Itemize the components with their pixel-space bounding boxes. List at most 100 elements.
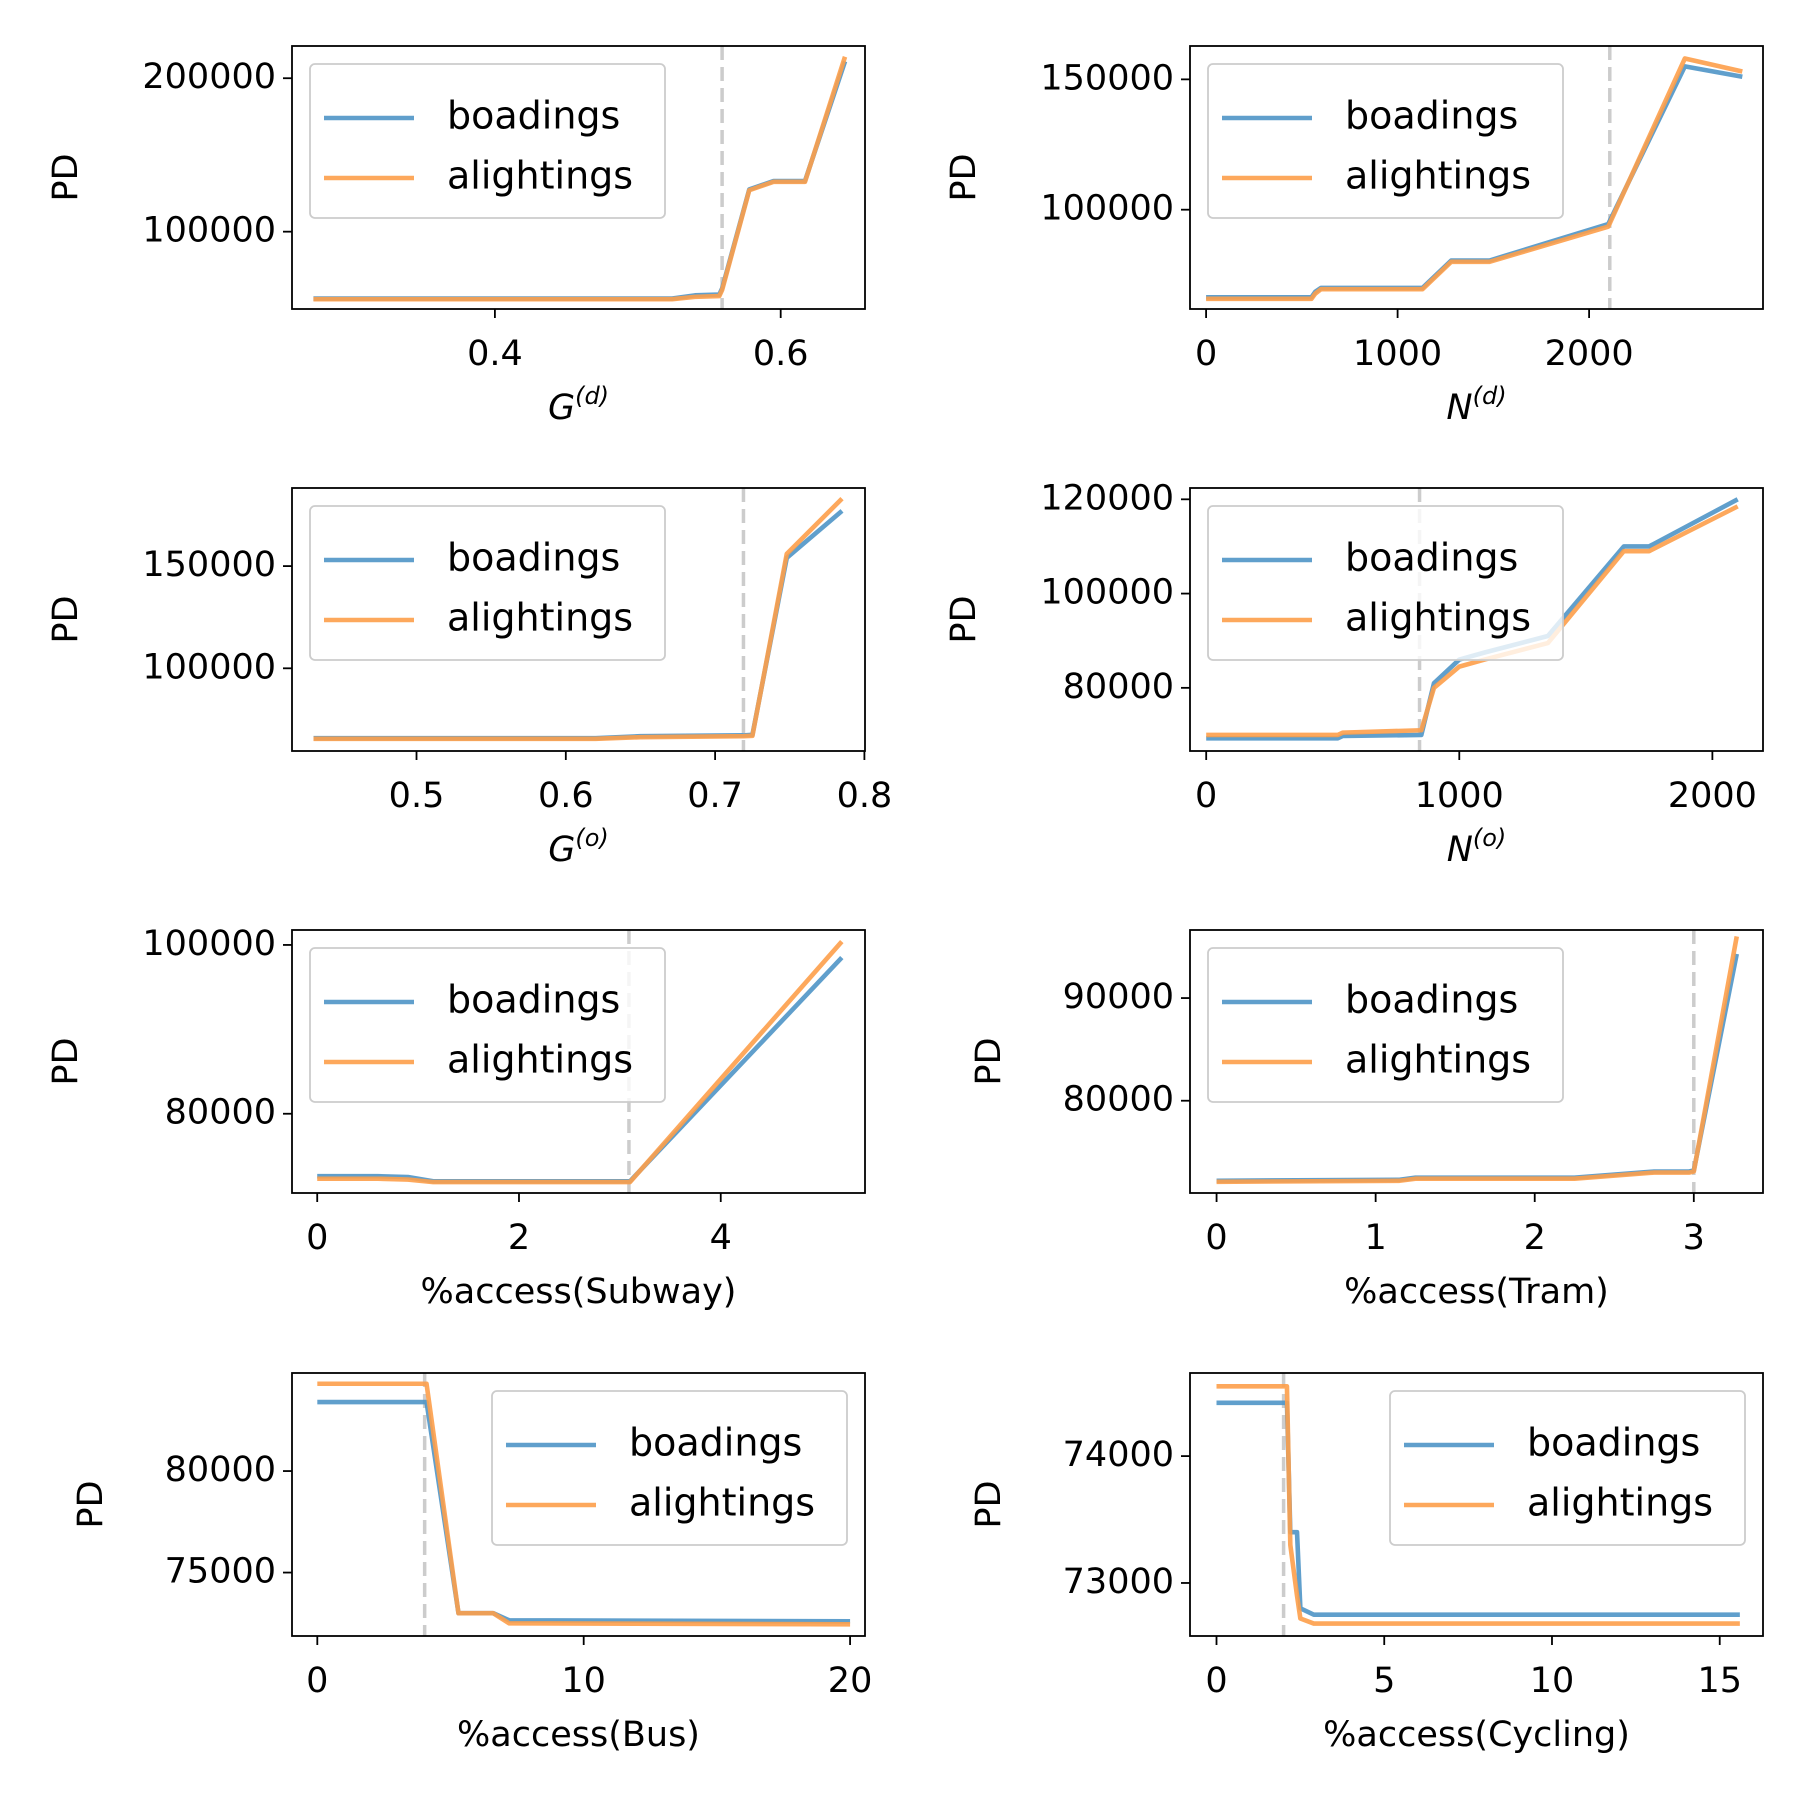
x-tick-label: 15	[1697, 1661, 1742, 1701]
x-axis-label: %access(Cycling)	[1323, 1715, 1630, 1755]
y-tick-label: 80000	[1063, 667, 1174, 707]
plot-area	[1206, 46, 1743, 309]
x-tick-label: 0	[1195, 334, 1217, 374]
subplot: 0 5 10 15 73000 74000 %access(Cycling) PD boadin…	[969, 1372, 1764, 1755]
axes-frame	[291, 45, 866, 310]
y-tick-label: 150000	[1040, 58, 1174, 98]
plot-area	[317, 1373, 851, 1636]
axes-frame	[1189, 45, 1764, 310]
x-axis-label-main: N	[1446, 388, 1472, 428]
x-axis-label: G(o)	[548, 824, 609, 870]
series-line	[1206, 56, 1743, 302]
x-axis-label: G(d)	[548, 382, 609, 428]
x-axis-label-main: %access(Bus)	[457, 1715, 700, 1755]
x-tick-label: 2	[508, 1218, 530, 1258]
x-axis-label-sup: (d)	[575, 382, 609, 410]
y-axis-label: PD	[46, 595, 86, 643]
x-tick-label: 2	[1524, 1218, 1546, 1258]
legend-label: boadings	[447, 536, 620, 580]
subplot: 0.5 0.6 0.7 0.8 100000 150000 G(o) PD boadings al…	[46, 487, 893, 870]
y-tick-label: 100000	[1040, 189, 1174, 229]
series-line	[317, 1381, 851, 1627]
y-tick-label: 120000	[1040, 478, 1174, 518]
x-tick-label: 4	[710, 1218, 732, 1258]
x-axis-label-main: N	[1447, 830, 1473, 870]
x-tick-label: 10	[561, 1661, 606, 1701]
y-tick-label: 75000	[165, 1552, 276, 1592]
y-axis-label: PD	[969, 1480, 1009, 1528]
y-axis-label: PD	[969, 1037, 1009, 1085]
y-axis-label: PD	[944, 595, 984, 643]
x-axis-label-main: %access(Tram)	[1344, 1272, 1609, 1312]
y-tick-label: 73000	[1063, 1562, 1174, 1602]
plot-area	[313, 46, 848, 309]
y-tick-label: 100000	[1040, 573, 1174, 613]
x-tick-label: 0.6	[753, 334, 809, 374]
x-tick-label: 3	[1683, 1218, 1705, 1258]
x-tick-label: 2000	[1668, 776, 1757, 816]
series-line	[313, 497, 844, 742]
axes-frame	[1189, 487, 1764, 752]
legend: boadings alightings	[1207, 63, 1564, 219]
legend-label: alightings	[629, 1481, 815, 1525]
x-axis-label: %access(Bus)	[457, 1715, 700, 1755]
legend: boadings alightings	[309, 947, 666, 1103]
y-tick-label: 80000	[1063, 1080, 1174, 1120]
series-line	[1206, 504, 1739, 738]
plot-area	[313, 488, 844, 751]
x-tick-label: 0	[306, 1218, 328, 1258]
y-tick-label: 150000	[142, 545, 276, 585]
x-tick-label: 0	[1205, 1218, 1227, 1258]
x-tick-label: 1000	[1415, 776, 1504, 816]
legend-label: boadings	[1345, 94, 1518, 138]
x-axis-label: %access(Tram)	[1344, 1272, 1609, 1312]
legend-label: boadings	[629, 1421, 802, 1465]
x-tick-label: 0.6	[538, 776, 594, 816]
legend: boadings alightings	[1389, 1390, 1746, 1546]
y-tick-label: 100000	[142, 647, 276, 687]
y-tick-label: 80000	[165, 1450, 276, 1490]
y-tick-label: 100000	[142, 211, 276, 251]
y-axis-label: PD	[71, 1480, 111, 1528]
legend-label: alightings	[447, 596, 633, 640]
x-tick-label: 5	[1373, 1661, 1395, 1701]
x-axis-label: %access(Subway)	[421, 1272, 737, 1312]
x-axis-label-main: %access(Subway)	[421, 1272, 737, 1312]
legend: boadings alightings	[1207, 505, 1564, 661]
x-tick-label: 0.4	[467, 334, 523, 374]
series-line	[1216, 1384, 1740, 1626]
legend: boadings alightings	[491, 1390, 848, 1546]
x-tick-label: 0.8	[837, 776, 893, 816]
axes-frame	[1189, 929, 1764, 1194]
x-axis-label: N(d)	[1446, 382, 1506, 428]
axes-frame	[291, 487, 866, 752]
x-tick-label: 0	[306, 1661, 328, 1701]
legend-label: alightings	[1345, 1038, 1531, 1082]
subplot: 0 10 20 75000 80000 %access(Bus) PD boadings ali…	[71, 1372, 873, 1755]
x-tick-label: 1000	[1353, 334, 1442, 374]
x-axis-label-main: G	[548, 388, 575, 428]
legend-label: boadings	[447, 978, 620, 1022]
subplot: 0.4 0.6 100000 200000 G(d) PD boadings alightin…	[46, 45, 866, 428]
legend-label: boadings	[1345, 978, 1518, 1022]
series-line	[1216, 936, 1740, 1185]
y-tick-label: 100000	[142, 924, 276, 964]
legend: boadings alightings	[309, 63, 666, 219]
y-axis-label: PD	[944, 153, 984, 201]
plot-area	[1216, 930, 1740, 1193]
x-tick-label: 0	[1195, 776, 1217, 816]
subplot: 0 1000 2000 100000 150000 N(d) PD boadings aligh…	[944, 45, 1764, 428]
x-tick-label: 20	[828, 1661, 873, 1701]
y-axis-label: PD	[46, 1037, 86, 1085]
x-tick-label: 0.7	[687, 776, 743, 816]
y-tick-label: 90000	[1063, 977, 1174, 1017]
axes-frame	[1189, 1372, 1764, 1637]
x-tick-label: 0.5	[389, 776, 445, 816]
legend-label: alightings	[1345, 154, 1531, 198]
legend-label: boadings	[1527, 1421, 1700, 1465]
y-tick-label: 200000	[142, 57, 276, 97]
x-tick-label: 2000	[1545, 334, 1634, 374]
x-axis-label-sup: (o)	[1473, 824, 1506, 852]
subplot: 0 2 4 80000 100000 %access(Subway) PD boadings a…	[46, 924, 866, 1312]
